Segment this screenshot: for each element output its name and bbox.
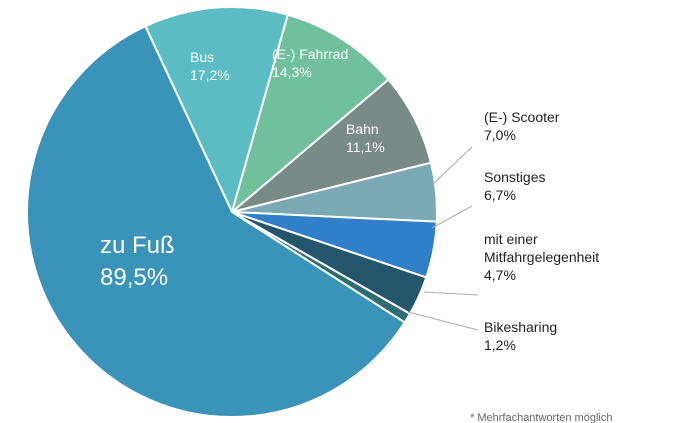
slice-label: Sonstiges 6,7% [484,168,545,204]
value-label: 7,0% [484,127,516,144]
category-label: Bus [190,49,215,65]
category-label: (E-) Scooter [484,109,560,125]
slice-label: (E-) Scooter 7,0% [484,108,559,144]
value-label: 4,7% [484,267,516,284]
category-label: Bahn [346,121,379,137]
slice-label: zu Fuß 89,5% [100,230,175,295]
value-label: 1,2% [484,337,516,354]
value-label: 14,3% [272,64,312,81]
leader-line [431,146,473,186]
slice-label: Bus 17,2% [190,48,230,84]
value-label: 17,2% [190,67,230,84]
category-label: mit einer Mitfahrgelegenheit [484,231,600,266]
slice-label: mit einer Mitfahrgelegenheit 4,7% [484,230,634,285]
leader-line [423,291,479,296]
leader-line [431,205,473,229]
value-label: 6,7% [484,187,516,204]
leader-line [407,311,479,331]
category-label: Sonstiges [484,169,546,185]
slice-label: Bikesharing 1,2% [484,318,557,354]
slice-label: (E-) Fahrrad 14,3% [272,45,348,81]
slice-label: Bahn 11,1% [346,120,385,156]
value-label: 11,1% [346,139,385,156]
pie-slice [144,6,290,215]
footnote: * Mehrfachantworten möglich [470,412,613,423]
category-label: (E-) Fahrrad [272,46,349,62]
category-label: Bikesharing [484,319,558,335]
pie-slice [230,13,390,215]
category-label: zu Fuß [100,232,175,259]
value-label: 89,5% [100,264,169,292]
pie-slice [26,24,407,418]
